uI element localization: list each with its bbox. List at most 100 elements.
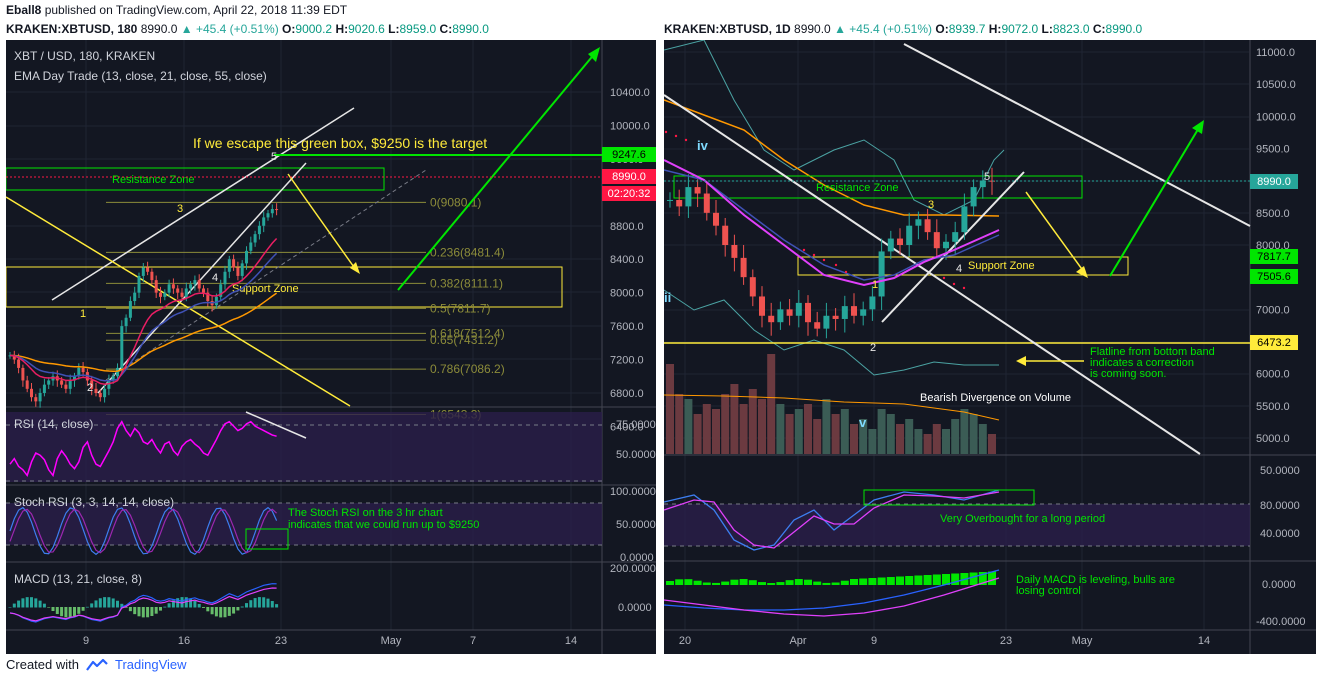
left-legend-ema[interactable]: EMA Day Trade (13, close, 21, close, 55,… <box>14 69 267 83</box>
candle-body[interactable] <box>915 219 922 226</box>
candle-body[interactable] <box>47 380 51 385</box>
candle-body[interactable] <box>68 380 72 389</box>
candle-body[interactable] <box>107 380 111 389</box>
left-chart-svg[interactable]: XBT / USD, 180, KRAKEN EMA Day Trade (13… <box>5 40 656 654</box>
candle-body[interactable] <box>184 288 188 297</box>
candle-body[interactable] <box>795 302 802 316</box>
candle-body[interactable] <box>77 367 81 377</box>
candle-body[interactable] <box>262 217 266 226</box>
candle-body[interactable] <box>214 296 218 306</box>
right-green-arrow[interactable] <box>1109 125 1201 277</box>
left-chart-panel[interactable]: XBT / USD, 180, KRAKEN EMA Day Trade (13… <box>5 40 656 654</box>
candle-body[interactable] <box>232 259 236 268</box>
candle-body[interactable] <box>116 367 119 377</box>
candle-body[interactable] <box>197 280 201 289</box>
candle-body[interactable] <box>189 284 193 289</box>
candle-body[interactable] <box>227 259 231 272</box>
candle-body[interactable] <box>887 238 894 252</box>
candle-body[interactable] <box>219 284 223 297</box>
candle-body[interactable] <box>943 241 949 249</box>
candle-body[interactable] <box>60 380 64 385</box>
candle-body[interactable] <box>128 301 132 318</box>
candle-body[interactable] <box>979 180 986 188</box>
candle-body[interactable] <box>150 271 154 281</box>
candle-body[interactable] <box>275 209 279 211</box>
candle-body[interactable] <box>137 275 141 293</box>
candle-body[interactable] <box>832 315 839 319</box>
candle-body[interactable] <box>257 225 261 235</box>
candle-body[interactable] <box>823 315 830 329</box>
candle-body[interactable] <box>860 309 867 316</box>
candle-body[interactable] <box>253 234 257 243</box>
candle-body[interactable] <box>236 267 240 276</box>
candle-body[interactable] <box>73 376 76 381</box>
right-chart-svg[interactable]: Resistance Zone Support Zone Flatline fr… <box>663 39 1316 654</box>
candle-body[interactable] <box>869 296 876 310</box>
candle-body[interactable] <box>163 292 167 297</box>
candle-body[interactable] <box>906 225 913 245</box>
left-channel-upper[interactable] <box>51 107 355 301</box>
right-channel-upper[interactable] <box>903 43 1251 227</box>
left-price-axis[interactable]: 10400.010000.09600.08800.08400.08000.076… <box>610 87 650 433</box>
candle-body[interactable] <box>851 306 857 316</box>
candle-body[interactable] <box>141 267 145 276</box>
candle-body[interactable] <box>897 238 903 245</box>
candle-body[interactable] <box>38 393 42 402</box>
left-yellow-projection[interactable] <box>287 173 357 271</box>
candle-body[interactable] <box>94 388 98 393</box>
candle-body[interactable] <box>970 187 977 207</box>
candle-body[interactable] <box>777 309 784 323</box>
candle-body[interactable] <box>667 199 673 201</box>
tradingview-logo-icon[interactable] <box>85 658 109 672</box>
left-time-axis[interactable]: 9 16 23 May 7 14 <box>83 635 577 647</box>
candle-body[interactable] <box>786 309 793 316</box>
candle-body[interactable] <box>961 206 968 233</box>
candle-body[interactable] <box>25 380 29 389</box>
candle-body[interactable] <box>30 388 33 398</box>
right-time-axis[interactable]: 20 Apr 9 23 May 14 <box>679 635 1210 647</box>
candle-body[interactable] <box>749 277 756 297</box>
candle-body[interactable] <box>176 288 180 293</box>
candle-body[interactable] <box>98 393 102 398</box>
candle-body[interactable] <box>722 225 729 245</box>
candle-body[interactable] <box>81 367 85 373</box>
candle-body[interactable] <box>240 263 244 276</box>
candle-body[interactable] <box>952 232 959 242</box>
candle-body[interactable] <box>676 199 683 207</box>
candle-body[interactable] <box>768 315 775 323</box>
candle-body[interactable] <box>206 292 210 302</box>
candle-body[interactable] <box>64 384 68 389</box>
left-stoch-label[interactable]: Stoch RSI (3, 3, 14, 14, close) <box>14 495 174 509</box>
candle-body[interactable] <box>731 245 738 258</box>
candle-body[interactable] <box>34 397 38 402</box>
candle-body[interactable] <box>167 284 171 293</box>
candle-body[interactable] <box>249 242 253 251</box>
candle-body[interactable] <box>878 251 885 297</box>
candle-body[interactable] <box>924 219 931 233</box>
left-legend-title[interactable]: XBT / USD, 180, KRAKEN <box>14 49 155 63</box>
candle-body[interactable] <box>841 306 848 319</box>
candle-body[interactable] <box>694 187 701 194</box>
candle-body[interactable] <box>21 367 25 381</box>
candle-body[interactable] <box>90 380 94 389</box>
left-rsi-label[interactable]: RSI (14, close) <box>14 417 93 431</box>
candle-body[interactable] <box>713 212 719 226</box>
candle-body[interactable] <box>703 193 710 213</box>
left-macd-label[interactable]: MACD (13, 21, close, 8) <box>14 572 142 586</box>
right-chart-panel[interactable]: Resistance Zone Support Zone Flatline fr… <box>663 39 1316 654</box>
candle-body[interactable] <box>146 267 150 272</box>
candle-body[interactable] <box>805 302 811 323</box>
candle-body[interactable] <box>111 376 115 381</box>
footer-brand[interactable]: TradingView <box>114 657 187 672</box>
right-channel-lower[interactable] <box>663 94 1201 455</box>
candle-body[interactable] <box>223 271 227 285</box>
candle-body[interactable] <box>933 232 940 249</box>
candle-body[interactable] <box>270 209 274 214</box>
candle-body[interactable] <box>180 292 184 297</box>
left-yellow-down-line[interactable] <box>5 196 351 407</box>
right-candles[interactable] <box>667 167 995 339</box>
candle-body[interactable] <box>193 280 197 285</box>
candle-body[interactable] <box>17 359 21 368</box>
candle-body[interactable] <box>759 296 765 316</box>
candle-body[interactable] <box>245 250 248 264</box>
